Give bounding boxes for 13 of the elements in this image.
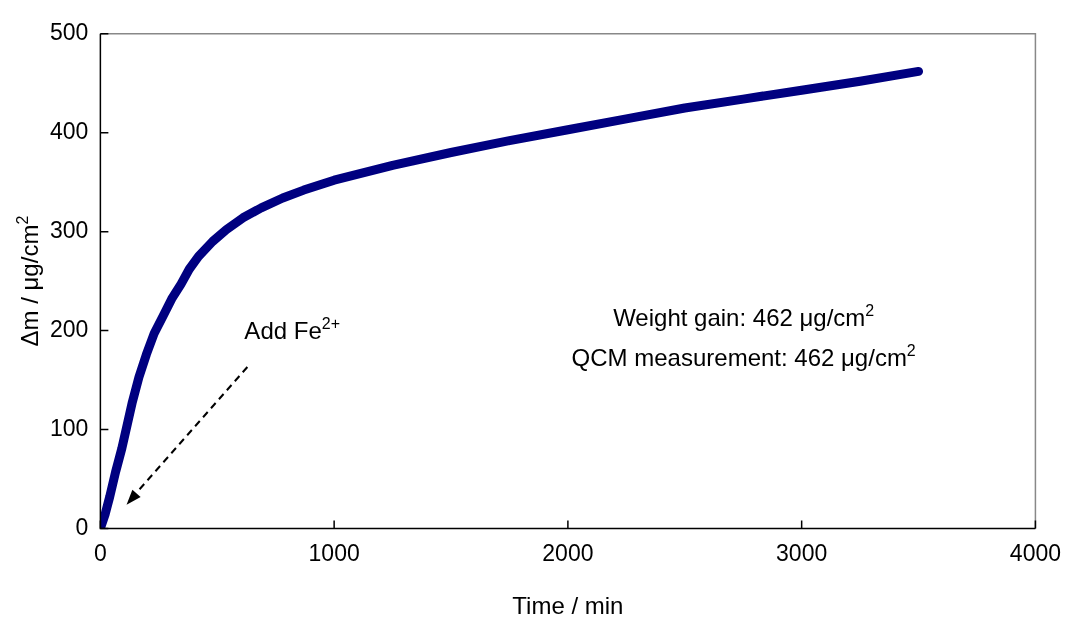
y-tick-label: 400: [50, 118, 89, 145]
y-axis-title: Δm / μg/cm2: [13, 215, 43, 347]
x-tick-label: 1000: [308, 539, 360, 566]
y-tick-label: 500: [50, 19, 89, 46]
x-tick-label: 2000: [542, 539, 594, 566]
y-tick-label: 0: [75, 513, 89, 540]
y-tick-label: 100: [50, 414, 89, 441]
x-tick-label: 0: [93, 539, 107, 566]
y-tick-label: 300: [50, 216, 89, 243]
x-tick-label: 4000: [1009, 539, 1061, 566]
x-axis-title: Time / min: [512, 592, 624, 619]
y-tick-label: 200: [50, 315, 89, 342]
x-tick-label: 3000: [776, 539, 828, 566]
